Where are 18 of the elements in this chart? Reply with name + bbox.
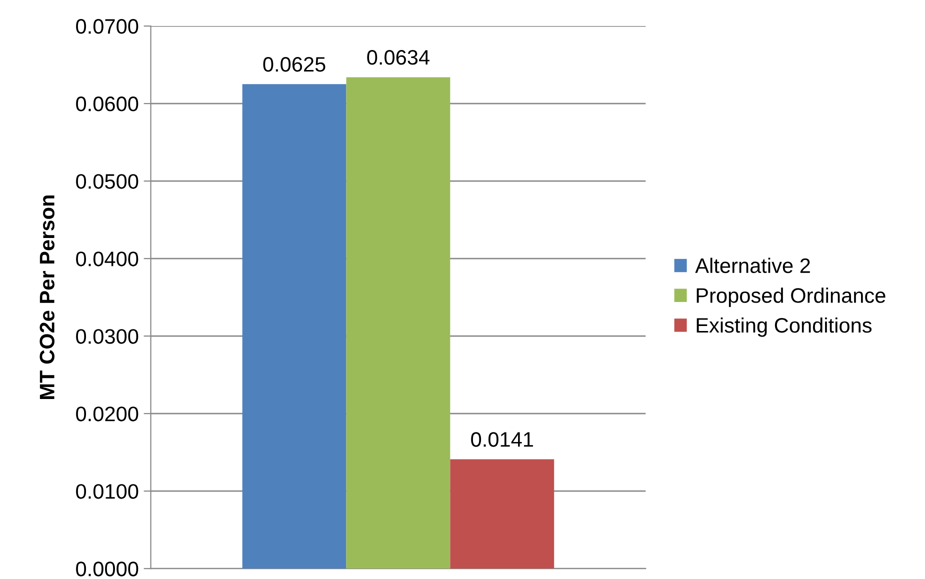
data-label: 0.0634 <box>367 50 430 65</box>
y-tick-label: 0.0700 <box>76 19 138 34</box>
bar <box>346 77 450 569</box>
y-axis-title: MT CO2e Per Person <box>40 196 54 399</box>
y-tick-label: 0.0200 <box>76 406 138 422</box>
bar <box>242 84 346 569</box>
y-tick-label: 0.0000 <box>76 562 138 576</box>
legend-label: Existing Conditions <box>696 317 872 337</box>
legend-label: Alternative 2 <box>695 258 810 274</box>
bar <box>450 459 554 569</box>
y-tick-label: 0.0100 <box>76 484 138 499</box>
data-label: 0.0625 <box>263 56 326 72</box>
data-label: 0.0141 <box>471 432 533 447</box>
y-tick-label: 0.0400 <box>76 252 138 266</box>
legend-label: Proposed Ordinance <box>696 288 886 308</box>
y-tick-label: 0.0600 <box>76 96 138 112</box>
y-tick-label: 0.0300 <box>76 329 138 344</box>
y-tick-label: 0.0500 <box>76 174 138 189</box>
